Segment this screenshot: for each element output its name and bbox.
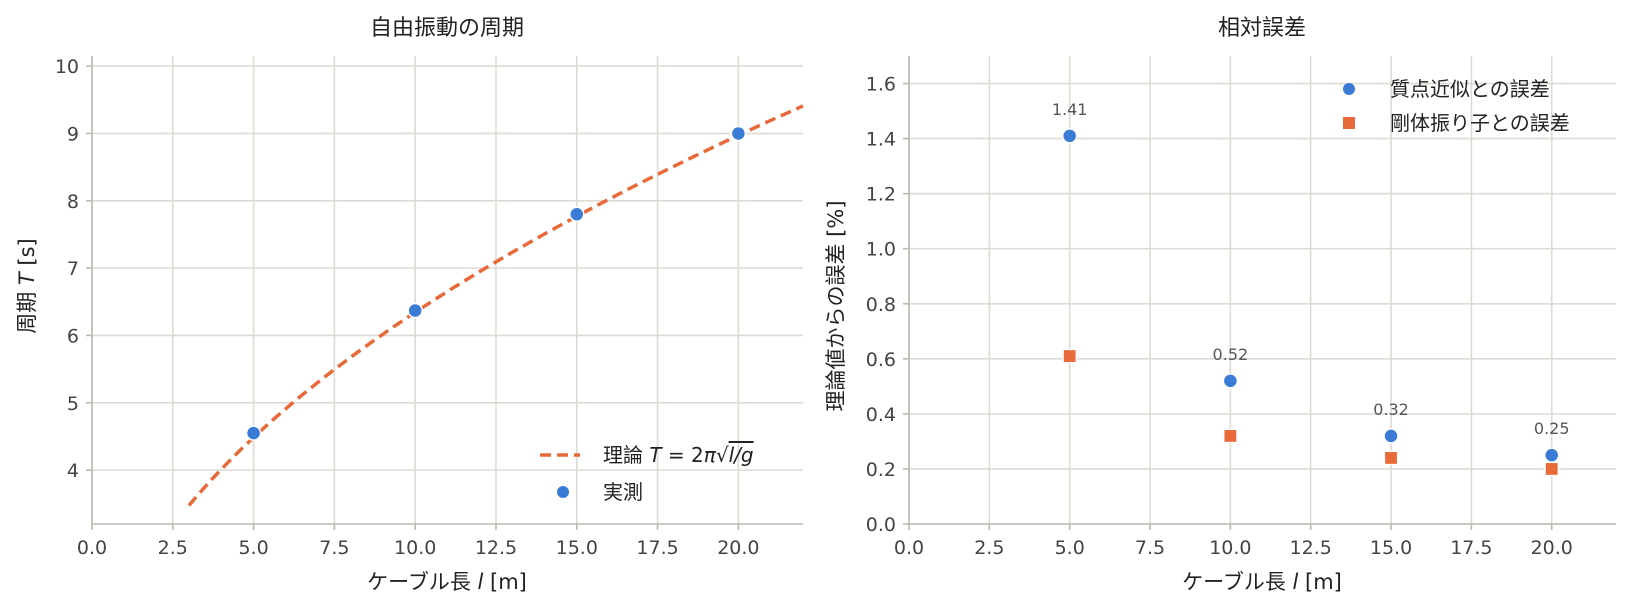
axes-spines	[86, 56, 803, 530]
x-tick-label: 20.0	[1531, 537, 1573, 559]
chart-title: 自由振動の周期	[370, 16, 524, 41]
y-tick-label: 1.0	[866, 239, 896, 261]
y-tick-label: 1.2	[866, 184, 896, 206]
rigid-error-point	[1223, 428, 1238, 444]
y-tick-label: 0.8	[866, 294, 896, 316]
measured-point	[407, 302, 423, 319]
x-tick-label: 7.5	[319, 537, 349, 559]
point-mass-error-point	[1222, 373, 1239, 389]
x-tick-label: 0.0	[77, 537, 107, 559]
y-tick-labels: 4 5 6 7 8 9 10	[55, 56, 79, 482]
x-tick-label: 12.5	[475, 537, 517, 559]
legend-rigid-swatch	[1343, 117, 1355, 129]
x-tick-labels: 0.0 2.5 5.0 7.5 10.0 12.5 15.0 17.5 20.0	[77, 537, 760, 559]
y-tick-label: 10	[55, 56, 79, 78]
y-axis-label: 周期 T [s]	[15, 238, 39, 334]
chart-title: 相対誤差	[1218, 16, 1306, 41]
data-label: 0.32	[1373, 400, 1409, 419]
y-tick-label: 0.0	[866, 514, 896, 536]
legend: 理論 T = 2π√l/g 実測	[540, 443, 754, 504]
data-label: 0.52	[1213, 345, 1249, 364]
y-tick-label: 9	[67, 123, 79, 145]
x-tick-labels: 0.0 2.5 5.0 7.5 10.0 12.5 15.0 17.5 20.0	[894, 537, 1573, 559]
x-tick-label: 20.0	[717, 537, 759, 559]
grid	[91, 56, 803, 524]
x-tick-label: 17.5	[1450, 537, 1492, 559]
x-tick-label: 2.5	[974, 537, 1004, 559]
y-tick-label: 0.6	[866, 349, 896, 371]
legend-rigid-label: 剛体振り子との誤差	[1390, 111, 1570, 135]
measured-point	[730, 125, 747, 142]
x-tick-label: 7.5	[1135, 537, 1165, 559]
y-tick-label: 5	[67, 393, 79, 415]
y-tick-label: 8	[67, 191, 79, 213]
error-chart: 相対誤差 0.0 2.5 5.0 7.5 10.0 12.5 15.0 17.5 20.0 0.…	[824, 16, 1616, 594]
point-mass-error-point	[1383, 428, 1399, 444]
x-axis-label: ケーブル長 l [m]	[367, 570, 527, 594]
measured-point	[569, 206, 585, 222]
rigid-error-point	[1383, 450, 1399, 466]
legend-measured-swatch	[557, 486, 569, 498]
data-label: 1.41	[1052, 100, 1088, 119]
legend-point-mass-label: 質点近似との誤差	[1390, 77, 1550, 101]
data-marks: 1.41 0.52 0.32 0.25	[1052, 100, 1570, 477]
y-tick-label: 7	[67, 258, 79, 280]
legend: 質点近似との誤差 剛体振り子との誤差	[1343, 77, 1570, 135]
theory-curve	[187, 104, 804, 507]
axes-spines	[903, 56, 1616, 530]
period-chart: 自由振動の周期 0.0 2.5 5.0 7.5 10.0 12.5 15.0 17.5 20.0…	[15, 16, 804, 594]
y-axis-label: 理論値からの誤差 [%]	[824, 200, 848, 411]
y-tick-label: 1.4	[866, 129, 896, 151]
data-label: 0.25	[1534, 419, 1570, 438]
x-tick-label: 10.0	[394, 537, 436, 559]
data-marks	[187, 104, 804, 507]
rigid-error-point	[1062, 348, 1077, 364]
x-tick-label: 0.0	[894, 537, 924, 559]
x-tick-label: 5.0	[1055, 537, 1085, 559]
x-tick-label: 17.5	[636, 537, 678, 559]
legend-theory-label: 理論 T = 2π√l/g	[603, 443, 754, 467]
legend-measured-label: 実測	[603, 480, 643, 504]
y-tick-labels: 0.0 0.2 0.4 0.6 0.8 1.0 1.2 1.4 1.6	[866, 74, 896, 536]
y-tick-label: 0.2	[866, 459, 896, 481]
rigid-error-point	[1544, 461, 1559, 477]
y-tick-label: 6	[67, 325, 79, 347]
measured-point	[245, 425, 262, 441]
x-tick-label: 15.0	[1370, 537, 1412, 559]
x-tick-label: 2.5	[158, 537, 188, 559]
legend-point-mass-swatch	[1343, 83, 1355, 95]
y-tick-label: 0.4	[866, 404, 896, 426]
x-tick-label: 5.0	[238, 537, 268, 559]
x-axis-label: ケーブル長 l [m]	[1182, 570, 1342, 594]
point-mass-error-point	[1061, 128, 1078, 144]
y-tick-label: 4	[67, 460, 79, 482]
x-tick-label: 10.0	[1209, 537, 1251, 559]
x-tick-label: 12.5	[1290, 537, 1332, 559]
x-tick-label: 15.0	[556, 537, 598, 559]
point-mass-error-point	[1543, 447, 1560, 463]
y-tick-label: 1.6	[866, 74, 896, 96]
